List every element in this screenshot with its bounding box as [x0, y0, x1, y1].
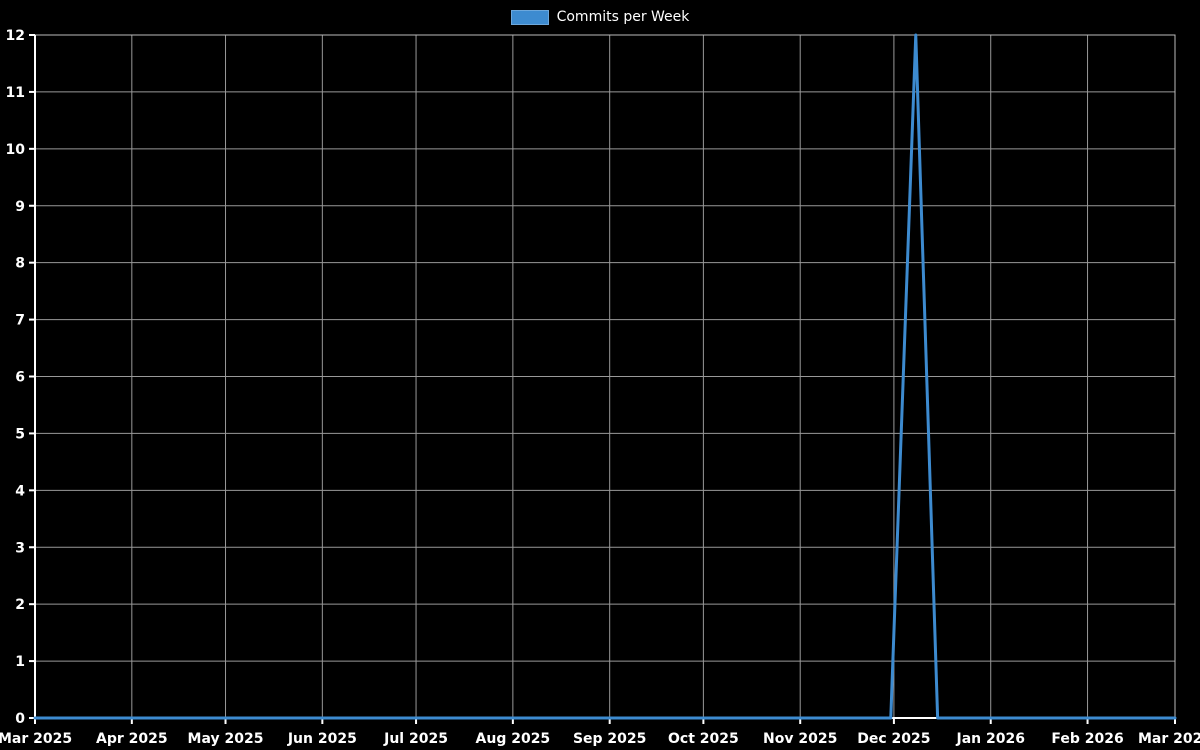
y-tick-label: 4: [15, 483, 25, 499]
x-tick-label: Mar 2026: [1138, 731, 1200, 747]
x-tick-label: May 2025: [188, 731, 264, 747]
x-tick-label: Mar 2025: [0, 731, 72, 747]
x-tick-label: Jan 2026: [955, 731, 1024, 747]
y-tick-label: 2: [15, 597, 25, 613]
x-tick-label: Oct 2025: [668, 731, 739, 747]
y-tick-label: 11: [6, 85, 25, 101]
x-tick-label: Feb 2026: [1051, 731, 1123, 747]
y-tick-label: 1: [15, 654, 25, 670]
x-tick-label: Jul 2025: [383, 731, 448, 747]
x-tick-label: Jun 2025: [287, 731, 357, 747]
x-tick-label: Sep 2025: [573, 731, 646, 747]
legend-swatch-commits-per-week: [510, 9, 549, 25]
legend-label-commits-per-week: Commits per Week: [556, 9, 690, 25]
series-line-commits-per-week: [33, 33, 1177, 720]
x-tick-label: Dec 2025: [857, 731, 930, 747]
y-tick-label: 8: [15, 256, 25, 272]
y-tick-label: 12: [6, 28, 25, 44]
x-tick-label: Nov 2025: [763, 731, 837, 747]
y-tick-label: 10: [6, 142, 26, 158]
x-tick-label: Aug 2025: [476, 731, 551, 747]
y-tick-label: 3: [15, 540, 25, 556]
y-tick-label: 5: [15, 426, 25, 442]
y-tick-label: 9: [15, 199, 25, 215]
y-tick-label: 0: [15, 711, 25, 727]
chart-legend: Commits per Week: [0, 7, 1200, 27]
y-tick-label: 7: [15, 313, 25, 329]
y-tick-label: 6: [15, 370, 25, 386]
x-tick-label: Apr 2025: [96, 731, 168, 747]
